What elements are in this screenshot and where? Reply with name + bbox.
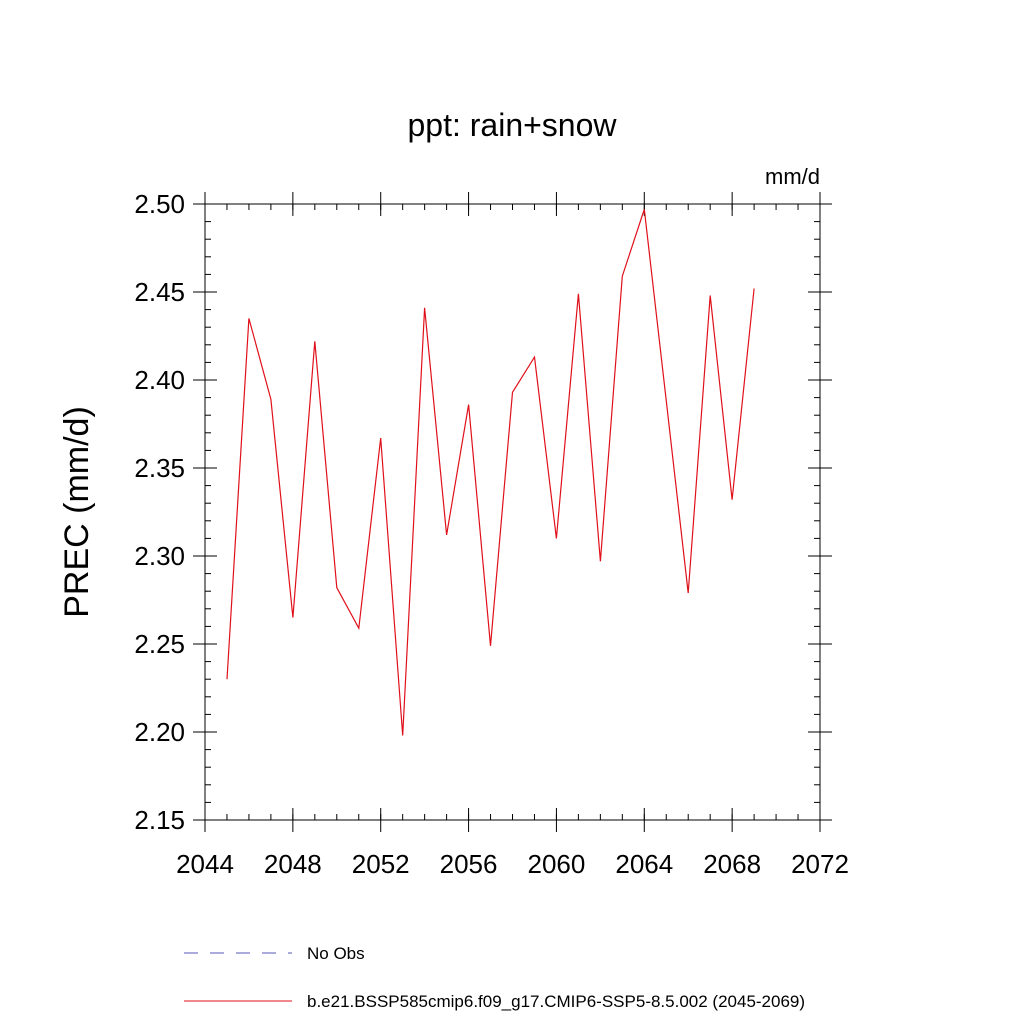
legend-label-no-obs: No Obs (307, 944, 365, 963)
y-tick-label: 2.50 (134, 189, 185, 219)
minor-ticks (204, 203, 821, 821)
series-line-0 (226, 209, 755, 736)
y-axis-label: PREC (mm/d) (58, 406, 96, 618)
x-tick-label: 2056 (440, 849, 498, 879)
y-tick-label: 2.45 (134, 277, 185, 307)
x-tick-label: 2060 (528, 849, 586, 879)
x-tick-label: 2064 (615, 849, 673, 879)
y-tick-label: 2.40 (134, 365, 185, 395)
y-tick-label: 2.25 (134, 629, 185, 659)
x-tick-label: 2068 (703, 849, 761, 879)
y-tick-label: 2.20 (134, 717, 185, 747)
plot-frame (204, 203, 821, 821)
y-tick-label: 2.35 (134, 453, 185, 483)
y-tick-labels: 2.15 2.20 2.25 2.30 2.35 2.40 2.45 2.50 (134, 189, 185, 835)
y-tick-label: 2.30 (134, 541, 185, 571)
major-ticks (193, 192, 832, 832)
x-tick-labels: 2044 2048 2052 2056 2060 2064 2068 2072 (176, 849, 849, 879)
x-tick-label: 2044 (176, 849, 234, 879)
x-tick-label: 2072 (791, 849, 849, 879)
series-layer (226, 209, 755, 736)
units-label: mm/d (765, 164, 820, 189)
y-tick-label: 2.15 (134, 805, 185, 835)
x-tick-label: 2048 (264, 849, 322, 879)
legend-label-model: b.e21.BSSP585cmip6.f09_g17.CMIP6-SSP5-8.… (307, 992, 805, 1011)
x-tick-label: 2052 (352, 849, 410, 879)
legend: No Obs b.e21.BSSP585cmip6.f09_g17.CMIP6-… (184, 944, 805, 1011)
chart-title: ppt: rain+snow (407, 107, 617, 143)
